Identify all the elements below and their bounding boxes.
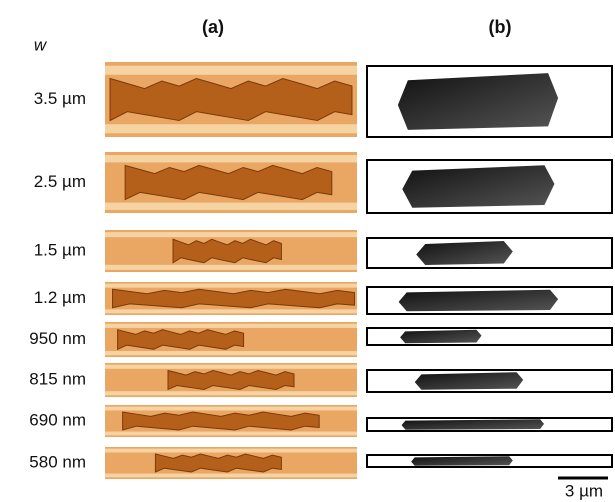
sim-domain (402, 165, 554, 207)
stripe (105, 284, 357, 288)
row-label: 1.5 µm (34, 240, 86, 259)
stripe (105, 391, 357, 395)
stripe (105, 351, 357, 355)
stripe (105, 474, 357, 478)
row-label: 1.2 µm (34, 288, 86, 307)
row-label: 580 nm (29, 452, 86, 471)
stripe (105, 265, 357, 270)
stripe (105, 432, 357, 436)
sim-domain (416, 241, 513, 265)
figure: (a) (b) w 3.5 µm 2.5 µm 1.5 µm 1.2 µm 950 nm… (0, 0, 615, 502)
row-label: 815 nm (29, 369, 86, 388)
panel-a-label: (a) (202, 17, 224, 37)
stripe (105, 449, 357, 453)
panel-b-label: (b) (489, 17, 512, 37)
row-label: 2.5 µm (34, 172, 86, 191)
row-label: 950 nm (29, 329, 86, 348)
sim-domain (402, 419, 544, 429)
stripe (105, 309, 357, 313)
row-label: 3.5 µm (34, 89, 86, 108)
stripe (105, 365, 357, 369)
stripe (105, 407, 357, 411)
sim-domain (398, 73, 558, 130)
stripe (105, 203, 357, 210)
sim-domain (400, 330, 481, 344)
sim-domain (415, 372, 523, 390)
width-label: w (34, 35, 48, 54)
stripe (105, 66, 357, 75)
stripe (105, 232, 357, 237)
sim-domain (411, 456, 513, 466)
row-label: 690 nm (29, 410, 86, 429)
stripe (105, 155, 357, 162)
stripe (105, 124, 357, 133)
scale-bar-label: 3 µm (565, 481, 603, 500)
sim-domain (399, 290, 558, 312)
stripe (105, 324, 357, 328)
